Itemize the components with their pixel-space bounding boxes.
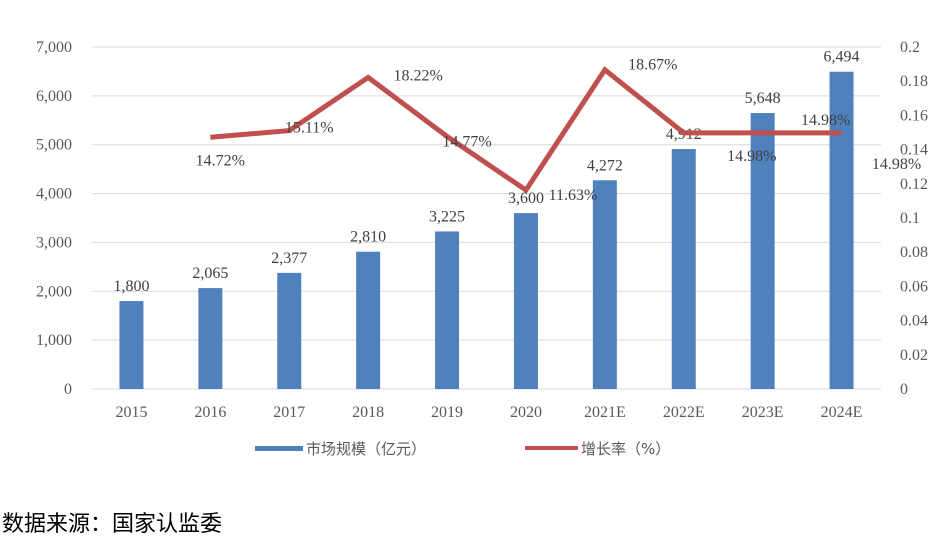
y-left-tick-label: 2,000 bbox=[36, 283, 72, 300]
y-left-tick-label: 5,000 bbox=[36, 137, 72, 154]
line-data-label: 14.72% bbox=[196, 152, 245, 169]
bar bbox=[513, 213, 538, 389]
y-right-tick-label: 0.04 bbox=[900, 313, 928, 330]
x-tick-label: 2021E bbox=[584, 404, 626, 421]
y-right-tick-label: 0.1 bbox=[900, 210, 920, 227]
bar bbox=[435, 231, 460, 389]
x-tick-label: 2019 bbox=[431, 404, 463, 421]
x-tick-label: 2018 bbox=[352, 404, 384, 421]
bar bbox=[198, 288, 223, 389]
bar-data-label: 2,065 bbox=[192, 265, 228, 282]
y-left-tick-label: 4,000 bbox=[36, 186, 72, 203]
line-data-label: 18.67% bbox=[628, 57, 677, 74]
bar bbox=[671, 149, 696, 389]
line-data-label: 11.63% bbox=[549, 187, 598, 204]
legend-label-line: 增长率（%） bbox=[581, 440, 670, 458]
chart: 0 1,000 2,000 3,000 4,000 5,000 6,000 7,000 0 0.0… bbox=[36, 39, 928, 458]
bar bbox=[119, 301, 144, 389]
line-data-label: 14.98% bbox=[727, 148, 776, 165]
y-right-tick-label: 0.08 bbox=[900, 244, 928, 261]
y-right-tick-label: 0.06 bbox=[900, 278, 928, 295]
y-right-tick-label: 0.18 bbox=[900, 73, 928, 90]
y-left-tick-label: 1,000 bbox=[36, 332, 72, 349]
y-left-tick-label: 6,000 bbox=[36, 88, 72, 105]
growth-line bbox=[210, 66, 842, 194]
y-left-tick-label: 3,000 bbox=[36, 234, 72, 251]
bar-data-label: 4,272 bbox=[587, 157, 623, 174]
line-data-label: 14.98% bbox=[872, 156, 921, 173]
line-data-label: 14.77% bbox=[442, 133, 491, 150]
bar-data-label: 5,648 bbox=[745, 90, 781, 107]
x-tick-label: 2020 bbox=[510, 404, 542, 421]
bar bbox=[356, 251, 381, 389]
bar bbox=[592, 180, 617, 389]
x-tick-label: 2022E bbox=[663, 404, 705, 421]
legend-label-bar: 市场规模（亿元） bbox=[306, 440, 426, 458]
x-tick-label: 2024E bbox=[821, 404, 863, 421]
bar-data-label: 2,810 bbox=[350, 229, 386, 246]
x-tick-label: 2023E bbox=[742, 404, 784, 421]
source-note: 数据来源：国家认监委 bbox=[2, 512, 223, 537]
bar-data-label: 3,600 bbox=[508, 190, 544, 207]
y-left-tick-label: 0 bbox=[64, 381, 72, 398]
x-tick-label: 2017 bbox=[273, 404, 305, 421]
bar-data-label: 1,800 bbox=[113, 278, 149, 295]
y-left-tick-label: 7,000 bbox=[36, 39, 72, 56]
line-data-label: 18.22% bbox=[393, 67, 442, 84]
bar-data-label: 2,377 bbox=[271, 250, 307, 267]
y-right-tick-label: 0.16 bbox=[900, 107, 928, 124]
y-right-tick-label: 0.14 bbox=[900, 142, 928, 159]
bar-data-label: 6,494 bbox=[824, 49, 860, 66]
y-right-tick-label: 0.02 bbox=[900, 347, 928, 364]
bar bbox=[750, 113, 775, 389]
bar-data-label: 3,225 bbox=[429, 208, 465, 225]
y-right-tick-label: 0.2 bbox=[900, 39, 920, 56]
x-tick-label: 2016 bbox=[194, 404, 226, 421]
y-right-tick-label: 0 bbox=[900, 381, 908, 398]
line-data-label: 15.11% bbox=[285, 120, 334, 137]
bar bbox=[277, 272, 302, 389]
x-tick-label: 2015 bbox=[115, 404, 147, 421]
legend-swatch-bar bbox=[255, 446, 303, 451]
bar bbox=[829, 71, 854, 390]
line-data-label: 14.98% bbox=[801, 112, 850, 129]
y-right-tick-label: 0.12 bbox=[900, 176, 928, 193]
